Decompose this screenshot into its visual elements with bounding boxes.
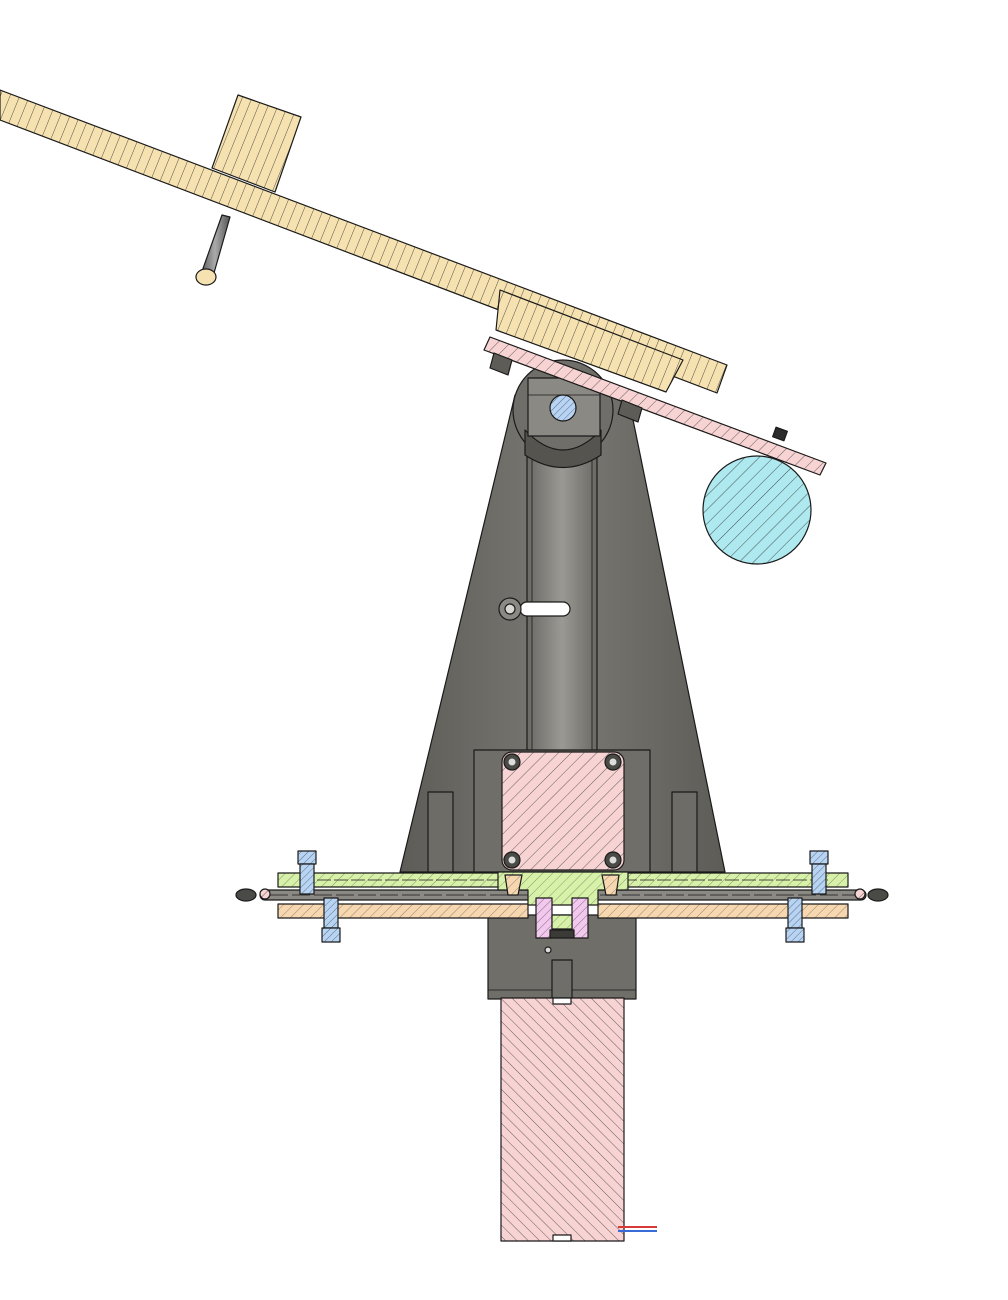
motor-upper [501, 751, 625, 871]
tower-side-block-left [427, 791, 454, 873]
tower-side-block-right [671, 791, 698, 873]
plate-set-screw [772, 426, 788, 442]
pivot-bolt [549, 394, 577, 422]
coupling [497, 871, 629, 954]
plate-nut-right [617, 399, 643, 423]
arm-block [211, 94, 302, 193]
adjuster-screw-left-lower[interactable] [321, 897, 341, 943]
tilted-arm [0, 89, 728, 394]
counterweight [702, 455, 812, 565]
base-plate-lower [277, 903, 849, 919]
arm-foot [495, 289, 684, 393]
adjuster-screw-right-lower[interactable] [785, 897, 805, 943]
adjuster-screws[interactable] [297, 850, 829, 943]
arm-rod [195, 214, 231, 286]
knob-right[interactable] [867, 888, 889, 902]
knob-left[interactable] [235, 888, 257, 902]
coupling-bracket-right [601, 874, 620, 896]
adjuster-screw-right-upper[interactable] [809, 850, 829, 895]
plate-nut-left [489, 352, 513, 376]
adjustment-slot [519, 601, 571, 617]
motor-lower [500, 997, 625, 1242]
cable [618, 1226, 657, 1232]
adjuster-screw-left-upper[interactable] [297, 850, 317, 895]
coupling-bracket-left [504, 874, 523, 896]
mounting-plate [483, 336, 827, 476]
